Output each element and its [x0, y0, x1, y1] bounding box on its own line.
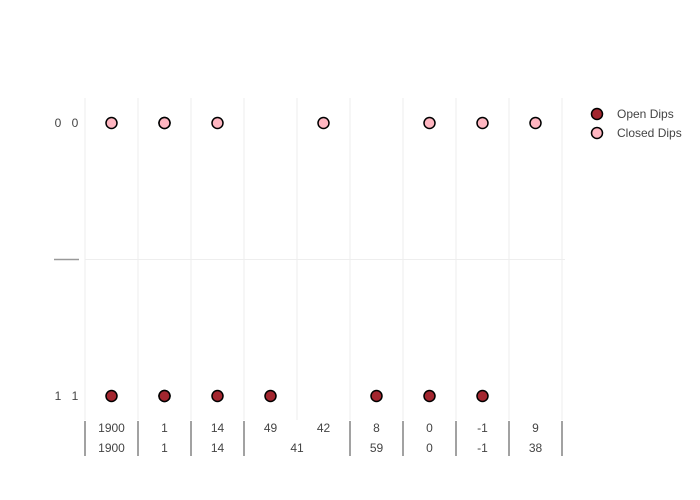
y-axis: 1 1 0 0 — [54, 116, 79, 403]
grid — [84, 98, 565, 420]
open-dips-point[interactable] — [476, 389, 489, 403]
y-tick-label-outer: 1 — [55, 389, 62, 403]
open-dips-point[interactable] — [423, 389, 436, 403]
x-tick-label-outer: -1 — [477, 441, 488, 455]
x-tick-label-inner: -1 — [477, 421, 488, 435]
open-dips-point[interactable] — [158, 389, 171, 403]
x-tick-label-outer: 59 — [370, 441, 384, 455]
legend-label: Open Dips — [617, 107, 674, 121]
closed-dips-point[interactable] — [105, 116, 118, 130]
x-tick-label-outer: 41 — [290, 441, 304, 455]
y-tick-label-inner: 0 — [72, 116, 79, 130]
x-tick-label-outer: 1 — [161, 441, 168, 455]
x-tick-label-outer: 1900 — [98, 441, 125, 455]
x-tick-label-outer: 14 — [211, 441, 225, 455]
x-tick-label-outer: 0 — [426, 441, 433, 455]
x-axis: 1900 1 14 49 42 8 0 -1 9 1900 1 14 41 59 0 -1 38 — [84, 421, 563, 456]
open-dips-point[interactable] — [370, 389, 383, 403]
legend-label: Closed Dips — [617, 126, 682, 140]
legend-item[interactable]: Open Dips — [590, 107, 674, 121]
x-tick-label-outer: 38 — [529, 441, 543, 455]
closed-dips-point[interactable] — [317, 116, 330, 130]
open-dips-point[interactable] — [264, 389, 277, 403]
closed-dips-point[interactable] — [529, 116, 542, 130]
legend-marker — [590, 107, 604, 121]
x-tick-label-inner: 14 — [211, 421, 225, 435]
x-tick-label-inner: 9 — [532, 421, 539, 435]
legend[interactable]: Open Dips Closed Dips — [590, 107, 682, 140]
y-tick-label-outer: 0 — [55, 116, 62, 130]
x-tick-label-inner: 49 — [264, 421, 278, 435]
closed-dips-point[interactable] — [211, 116, 224, 130]
legend-marker — [590, 126, 604, 140]
x-tick-label-inner: 42 — [317, 421, 331, 435]
x-tick-label-inner: 0 — [426, 421, 433, 435]
legend-item[interactable]: Closed Dips — [590, 126, 682, 140]
data-points — [105, 116, 542, 403]
x-tick-label-inner: 1 — [161, 421, 168, 435]
y-tick-label-inner: 1 — [72, 389, 79, 403]
x-tick-label-inner: 8 — [373, 421, 380, 435]
closed-dips-point[interactable] — [476, 116, 489, 130]
x-tick-label-inner: 1900 — [98, 421, 125, 435]
open-dips-point[interactable] — [105, 389, 118, 403]
open-dips-point[interactable] — [211, 389, 224, 403]
closed-dips-point[interactable] — [423, 116, 436, 130]
closed-dips-point[interactable] — [158, 116, 171, 130]
